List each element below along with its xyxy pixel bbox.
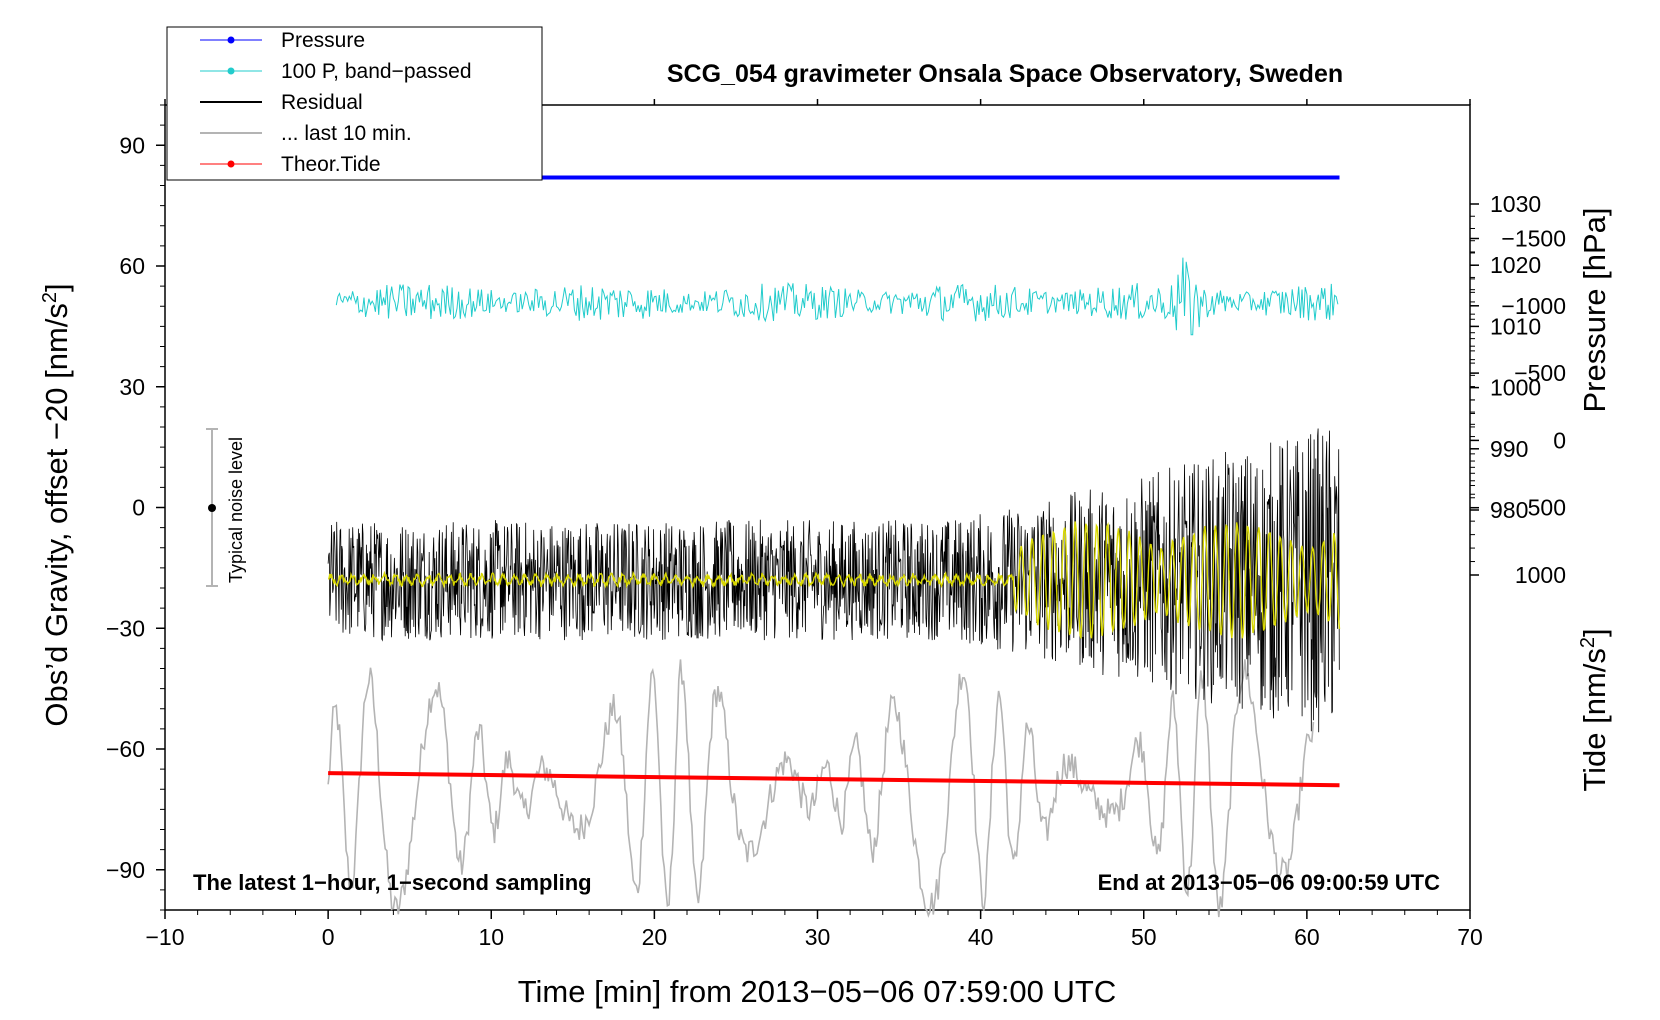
y-axis-label-left-sup: 2 — [39, 292, 61, 303]
y-axis-label-tide-sup: 2 — [1577, 637, 1599, 648]
x-tick-label: 0 — [322, 924, 335, 950]
pressure-tick-label: 980 — [1490, 497, 1528, 523]
pressure-tick-label: 1010 — [1490, 313, 1541, 339]
tide-tick-label: −1500 — [1501, 226, 1566, 252]
x-axis-label: Time [min] from 2013−05−06 07:59:00 UTC — [518, 974, 1117, 1009]
series-layer — [327, 175, 1341, 918]
x-tick-label: −10 — [145, 924, 184, 950]
pressure-tick-label: 1020 — [1490, 252, 1541, 278]
series-residual-line — [327, 428, 1340, 733]
legend-box — [166, 26, 543, 181]
legend-marker — [227, 67, 235, 75]
tide-tick-label: −500 — [1514, 360, 1566, 386]
x-tick-label: 10 — [478, 924, 504, 950]
x-tick-label: 30 — [805, 924, 831, 950]
series-smoothed-residual-line — [328, 521, 1341, 639]
tide-tick-label: 500 — [1528, 495, 1566, 521]
y-left-tick-label: 0 — [132, 495, 145, 521]
pressure-tick-label: 1000 — [1490, 375, 1541, 401]
y-left-tick-label: −30 — [106, 615, 145, 641]
y-axis-label-pressure: Pressure [hPa] — [1577, 207, 1612, 412]
legend-label: ... last 10 min. — [281, 122, 412, 145]
y-left-tick-label: 60 — [119, 253, 145, 279]
legend-label: Theor.Tide — [281, 153, 381, 176]
legend-label: Pressure — [281, 29, 365, 52]
y-axis-label-left: Obs’d Gravity, offset −20 [nm/s2] — [39, 283, 74, 726]
x-tick-label: 60 — [1294, 924, 1320, 950]
legend-entries: Pressure 100 P, band−passed Residual ... la… — [200, 29, 472, 176]
series-pressure-bandpassed-line — [335, 257, 1339, 336]
noise-center-dot — [208, 504, 216, 512]
annotation-end-time: End at 2013−05−06 09:00:59 UTC — [1098, 870, 1441, 895]
legend: Pressure 100 P, band−passed Residual ... la… — [166, 26, 543, 181]
pressure-tick-label: 990 — [1490, 436, 1528, 462]
y-left-tick-label: 90 — [119, 132, 145, 158]
legend-label: 100 P, band−passed — [281, 60, 472, 83]
chart-title: SCG_054 gravimeter Onsala Space Observat… — [667, 60, 1343, 88]
x-tick-label: 50 — [1131, 924, 1157, 950]
legend-marker — [227, 160, 235, 168]
legend-marker — [227, 36, 235, 44]
annotation-sampling: The latest 1−hour, 1−second sampling — [193, 870, 592, 895]
legend-label: Residual — [281, 91, 363, 114]
tide-tick-label: −1000 — [1501, 293, 1566, 319]
x-tick-label: 40 — [968, 924, 994, 950]
plot-frame — [164, 104, 1471, 911]
noise-level-marker: Typical noise level — [206, 428, 246, 587]
noise-level-label: Typical noise level — [226, 437, 246, 583]
y-left-tick-label: −60 — [106, 736, 145, 762]
y-left-tick-label: 30 — [119, 374, 145, 400]
pressure-tick-label: 1030 — [1490, 191, 1541, 217]
tide-tick-label: 0 — [1553, 427, 1566, 453]
ticks-layer: −10 0 10 20 30 40 50 60 70−90−60−300306090980990… — [106, 99, 1566, 950]
y-left-tick-label: −90 — [106, 857, 145, 883]
x-tick-label: 20 — [642, 924, 668, 950]
tide-tick-label: 1000 — [1515, 562, 1566, 588]
y-axis-label-tide: Tide [nm/s2] — [1577, 628, 1612, 791]
x-tick-label: 70 — [1457, 924, 1483, 950]
series-theor-tide-line — [328, 771, 1340, 788]
